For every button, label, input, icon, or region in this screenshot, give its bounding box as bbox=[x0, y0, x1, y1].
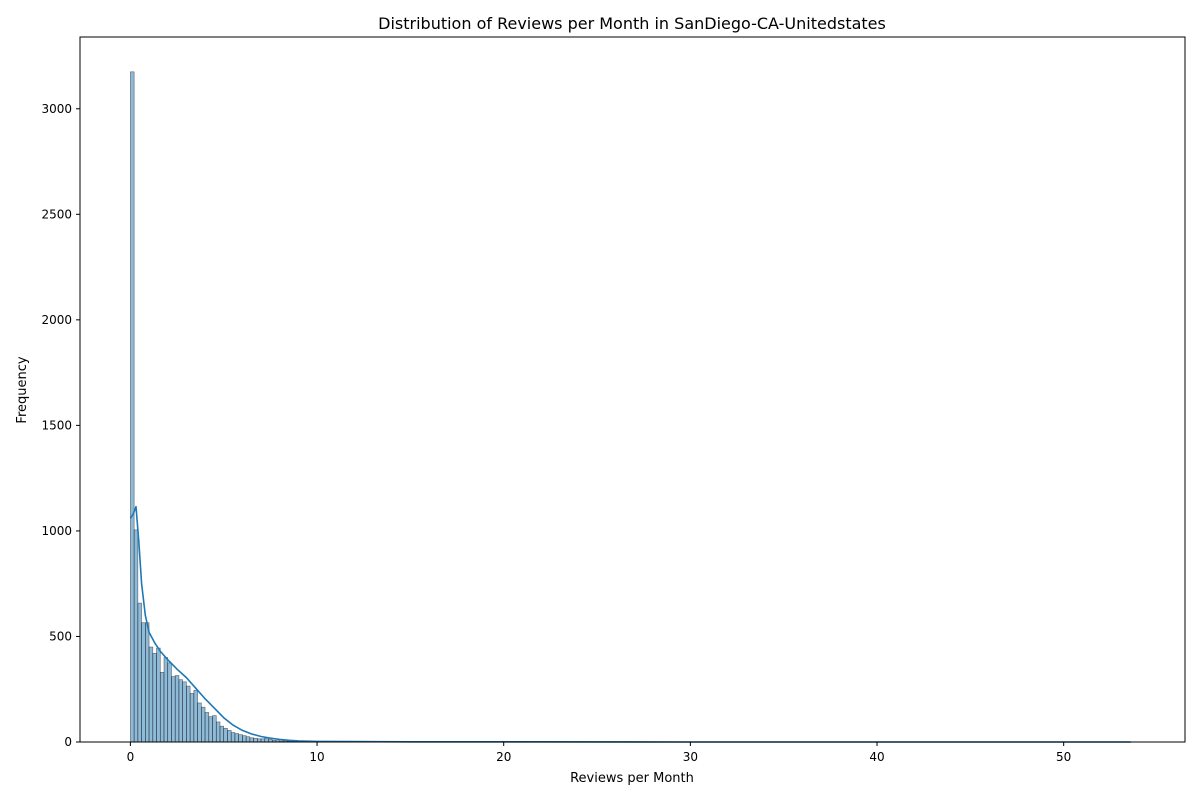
x-axis-label: Reviews per Month bbox=[570, 771, 694, 786]
histogram-bar bbox=[246, 737, 250, 742]
histogram-bar bbox=[157, 648, 161, 742]
histogram-bar bbox=[160, 672, 164, 742]
histogram-bar bbox=[213, 716, 217, 742]
histogram-bar bbox=[201, 707, 205, 742]
histogram-bar bbox=[220, 726, 224, 742]
x-tick-label: 40 bbox=[869, 750, 884, 764]
histogram-bar bbox=[231, 733, 235, 743]
histogram-bar bbox=[130, 72, 134, 742]
histogram-bar bbox=[183, 682, 187, 742]
y-tick-label: 0 bbox=[64, 735, 72, 749]
histogram-bar bbox=[190, 693, 194, 742]
histogram-bar bbox=[254, 738, 258, 742]
histogram-bar bbox=[138, 603, 142, 742]
histogram-bar bbox=[179, 680, 183, 742]
histogram-bar bbox=[235, 734, 239, 742]
histogram-bar bbox=[171, 677, 175, 742]
histogram-bar bbox=[153, 653, 157, 742]
x-tick-label: 10 bbox=[309, 750, 324, 764]
histogram-bar bbox=[134, 530, 138, 742]
y-tick-label: 2500 bbox=[41, 207, 72, 221]
x-tick-label: 50 bbox=[1056, 750, 1071, 764]
y-tick-label: 1500 bbox=[41, 418, 72, 432]
x-tick-label: 30 bbox=[683, 750, 698, 764]
histogram-bar bbox=[168, 663, 172, 742]
histogram-bar bbox=[198, 703, 202, 742]
histogram-bar bbox=[265, 738, 269, 742]
histogram-bar bbox=[142, 623, 146, 742]
histogram-bar bbox=[250, 738, 254, 742]
x-tick-label: 0 bbox=[127, 750, 135, 764]
histogram-bar bbox=[186, 686, 190, 742]
y-axis-label: Frequency bbox=[15, 356, 30, 423]
histogram-bar bbox=[205, 712, 209, 742]
histogram-bar bbox=[224, 728, 228, 742]
histogram-bar bbox=[216, 722, 220, 742]
histogram-bar bbox=[175, 676, 179, 742]
y-tick-label: 2000 bbox=[41, 313, 72, 327]
histogram-bar bbox=[194, 690, 198, 742]
y-tick-label: 500 bbox=[49, 629, 72, 643]
x-tick-label: 20 bbox=[496, 750, 511, 764]
histogram-bar bbox=[227, 730, 231, 742]
y-tick-label: 3000 bbox=[41, 102, 72, 116]
histogram-bar bbox=[145, 623, 149, 742]
histogram-bar bbox=[242, 736, 246, 742]
histogram-bar bbox=[209, 717, 213, 742]
y-tick-label: 1000 bbox=[41, 524, 72, 538]
histogram-bar bbox=[149, 647, 153, 742]
histogram-bar bbox=[239, 735, 243, 742]
chart-title: Distribution of Reviews per Month in San… bbox=[378, 14, 886, 33]
histogram-bar bbox=[164, 658, 168, 742]
